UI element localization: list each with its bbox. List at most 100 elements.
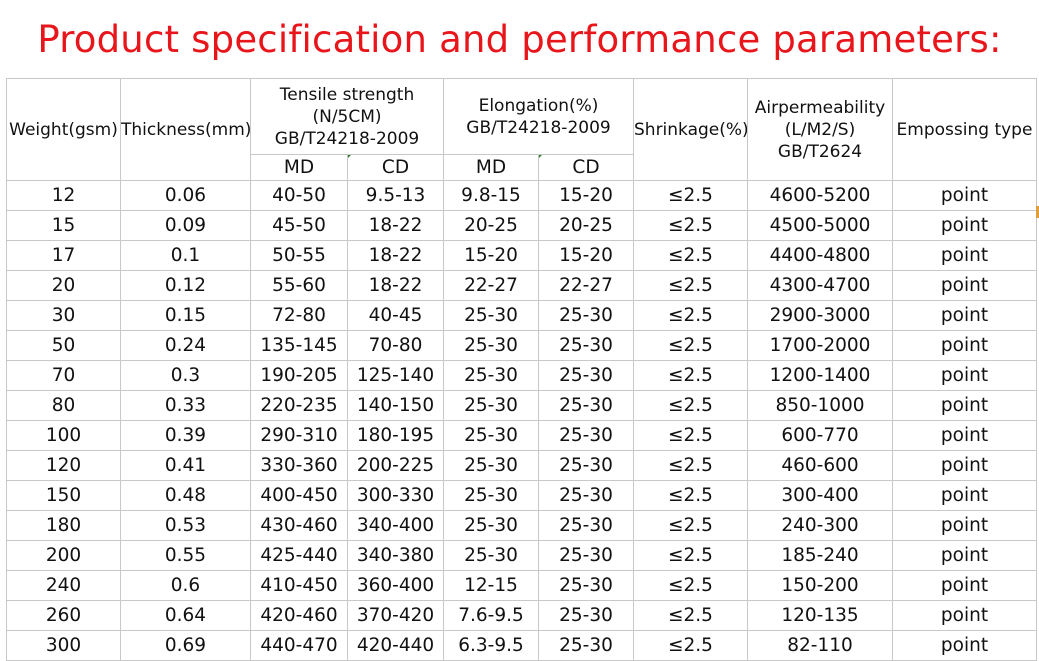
- cell-weight: 30: [6, 300, 121, 331]
- cell-airpermeability: 4300-4700: [747, 270, 893, 301]
- cell-thickness: 0.39: [120, 420, 251, 451]
- cell-edge-marker: [1036, 206, 1039, 218]
- cell-tensile-md: 135-145: [250, 330, 348, 361]
- cell-tensile-cd: 200-225: [347, 450, 444, 481]
- cell-shrinkage: ≤2.5: [633, 330, 748, 361]
- cell-airpermeability: 120-135: [747, 600, 893, 631]
- cell-thickness: 0.1: [120, 240, 251, 271]
- cell-elongation-md: 25-30: [443, 480, 539, 511]
- cell-tensile-cd: 340-400: [347, 510, 444, 541]
- table-row: 150 0.48 400-450 300-330 25-30 25-30 ≤2.5 300-4…: [6, 480, 1037, 511]
- cell-shrinkage: ≤2.5: [633, 510, 748, 541]
- header-embossing-type: Empossing type: [892, 78, 1037, 181]
- cell-shrinkage: ≤2.5: [633, 210, 748, 241]
- header-weight: Weight(gsm): [6, 78, 121, 181]
- header-airpermeability: Airpermeability (L/M2/S) GB/T2624: [747, 78, 893, 181]
- airperm-label: Airpermeability: [754, 97, 886, 118]
- cell-thickness: 0.12: [120, 270, 251, 301]
- cell-tensile-cd: 360-400: [347, 570, 444, 601]
- cell-shrinkage: ≤2.5: [633, 240, 748, 271]
- cell-shrinkage: ≤2.5: [633, 420, 748, 451]
- table-row: 12 0.06 40-50 9.5-13 9.8-15 15-20 ≤2.5 4600-520…: [6, 180, 1037, 211]
- subheader-row: MD CD MD CD: [7, 154, 1037, 181]
- cell-elongation-md: 7.6-9.5: [443, 600, 539, 631]
- cell-tensile-md: 55-60: [250, 270, 348, 301]
- cell-tensile-cd: 140-150: [347, 390, 444, 421]
- cell-airpermeability: 600-770: [747, 420, 893, 451]
- cell-weight: 15: [6, 210, 121, 241]
- cell-thickness: 0.48: [120, 480, 251, 511]
- tensile-label: Tensile strength: [279, 84, 415, 105]
- cell-airpermeability: 82-110: [747, 630, 893, 661]
- table-row: 260 0.64 420-460 370-420 7.6-9.5 25-30 ≤2.5 120…: [6, 600, 1037, 631]
- header-shrinkage: Shrinkage(%): [633, 78, 748, 181]
- cell-embossing-type: point: [892, 300, 1037, 331]
- cell-embossing-type: point: [892, 420, 1037, 451]
- cell-weight: 240: [6, 570, 121, 601]
- cell-tensile-md: 430-460: [250, 510, 348, 541]
- cell-embossing-type: point: [892, 270, 1037, 301]
- cell-thickness: 0.24: [120, 330, 251, 361]
- cell-weight: 100: [6, 420, 121, 451]
- cell-weight: 200: [6, 540, 121, 571]
- cell-thickness: 0.64: [120, 600, 251, 631]
- subheader-elongation-md: MD: [443, 154, 539, 181]
- cell-embossing-type: point: [892, 480, 1037, 511]
- cell-shrinkage: ≤2.5: [633, 480, 748, 511]
- cell-elongation-cd: 25-30: [538, 540, 634, 571]
- cell-thickness: 0.09: [120, 210, 251, 241]
- cell-elongation-cd: 25-30: [538, 420, 634, 451]
- cell-embossing-type: point: [892, 240, 1037, 271]
- cell-tensile-cd: 370-420: [347, 600, 444, 631]
- cell-embossing-type: point: [892, 180, 1037, 211]
- cell-elongation-cd: 25-30: [538, 390, 634, 421]
- cell-elongation-cd: 25-30: [538, 330, 634, 361]
- cell-elongation-cd: 25-30: [538, 510, 634, 541]
- cell-elongation-md: 6.3-9.5: [443, 630, 539, 661]
- cell-thickness: 0.6: [120, 570, 251, 601]
- cell-tensile-cd: 9.5-13: [347, 180, 444, 211]
- elongation-label: Elongation(%): [478, 95, 599, 116]
- cell-tensile-md: 40-50: [250, 180, 348, 211]
- cell-airpermeability: 1700-2000: [747, 330, 893, 361]
- airperm-standard: GB/T2624: [777, 141, 863, 162]
- cell-shrinkage: ≤2.5: [633, 600, 748, 631]
- header-tensile-strength: Tensile strength (N/5CM) GB/T24218-2009: [250, 78, 444, 155]
- cell-elongation-cd: 22-27: [538, 270, 634, 301]
- cell-weight: 150: [6, 480, 121, 511]
- cell-tensile-md: 45-50: [250, 210, 348, 241]
- cell-tensile-cd: 125-140: [347, 360, 444, 391]
- subheader-elongation-cd: CD: [538, 154, 634, 181]
- cell-embossing-type: point: [892, 600, 1037, 631]
- cell-elongation-cd: 25-30: [538, 450, 634, 481]
- cell-tensile-md: 420-460: [250, 600, 348, 631]
- cell-airpermeability: 1200-1400: [747, 360, 893, 391]
- cell-shrinkage: ≤2.5: [633, 630, 748, 661]
- cell-elongation-md: 15-20: [443, 240, 539, 271]
- cell-elongation-md: 20-25: [443, 210, 539, 241]
- cell-weight: 17: [6, 240, 121, 271]
- cell-tensile-md: 290-310: [250, 420, 348, 451]
- cell-thickness: 0.53: [120, 510, 251, 541]
- cell-tensile-md: 50-55: [250, 240, 348, 271]
- cell-tensile-md: 425-440: [250, 540, 348, 571]
- cell-shrinkage: ≤2.5: [633, 570, 748, 601]
- table-row: 240 0.6 410-450 360-400 12-15 25-30 ≤2.5 150-20…: [6, 570, 1037, 601]
- cell-tensile-cd: 180-195: [347, 420, 444, 451]
- cell-elongation-md: 9.8-15: [443, 180, 539, 211]
- cell-embossing-type: point: [892, 510, 1037, 541]
- subheader-tensile-md: MD: [250, 154, 348, 181]
- cell-airpermeability: 4600-5200: [747, 180, 893, 211]
- cell-weight: 80: [6, 390, 121, 421]
- table-row: 100 0.39 290-310 180-195 25-30 25-30 ≤2.5 600-7…: [6, 420, 1037, 451]
- cell-tensile-md: 190-205: [250, 360, 348, 391]
- cell-elongation-cd: 25-30: [538, 300, 634, 331]
- cell-elongation-cd: 25-30: [538, 360, 634, 391]
- cell-weight: 20: [6, 270, 121, 301]
- cell-elongation-md: 22-27: [443, 270, 539, 301]
- cell-embossing-type: point: [892, 570, 1037, 601]
- table-row: 300 0.69 440-470 420-440 6.3-9.5 25-30 ≤2.5 82-…: [6, 630, 1037, 661]
- cell-airpermeability: 150-200: [747, 570, 893, 601]
- table-row: 70 0.3 190-205 125-140 25-30 25-30 ≤2.5 1200-14…: [6, 360, 1037, 391]
- cell-thickness: 0.33: [120, 390, 251, 421]
